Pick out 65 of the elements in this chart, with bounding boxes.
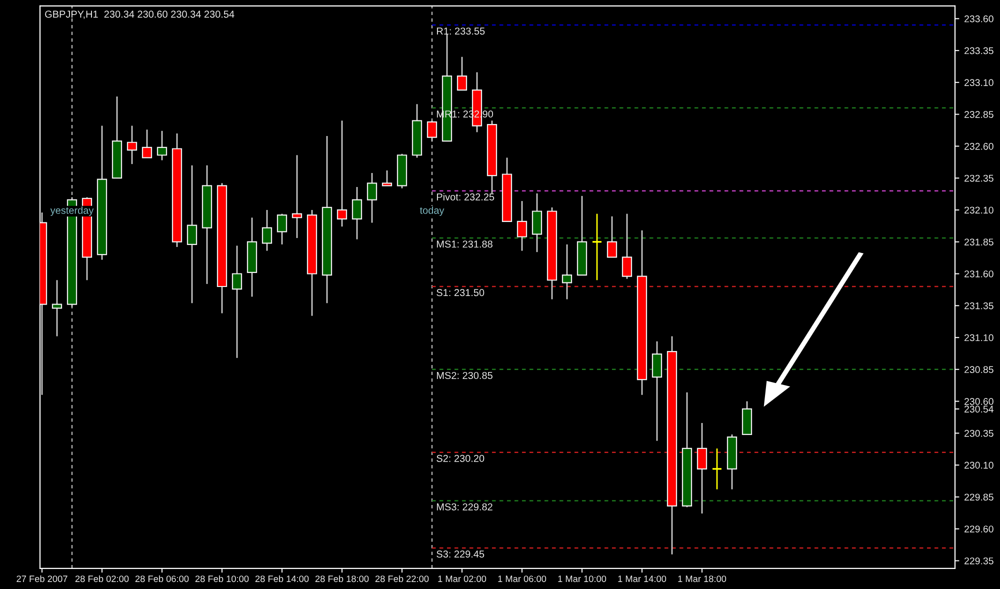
y-tick-label: 229.85 [964, 494, 994, 501]
ref-line-label: Pivot: 232.25 [436, 193, 494, 200]
candlestick [382, 170, 392, 186]
y-tick-label: 230.10 [964, 462, 994, 469]
y-tick-label: 233.35 [964, 47, 994, 54]
ref-line-label: today [420, 206, 444, 216]
candlestick [336, 120, 348, 228]
candlestick [622, 213, 632, 280]
chart-title: GBPJPY,H1 230.34 230.60 230.34 230.54 [45, 10, 234, 19]
y-tick-label: 229.60 [964, 526, 994, 532]
ref-line-label: MS1: 231.88 [436, 240, 492, 248]
candlestick [352, 186, 362, 240]
x-tick-label: 28 Feb 18:00 [315, 575, 369, 582]
x-tick-label: 28 Feb 06:00 [135, 575, 189, 582]
y-tick-label: 231.60 [964, 270, 994, 278]
candlestick [696, 422, 708, 514]
candlestick [156, 130, 168, 161]
candlestick [532, 192, 542, 253]
x-tick-label: 1 Mar 02:00 [438, 576, 486, 582]
candlestick [456, 56, 468, 91]
candlestick [366, 172, 378, 224]
y-tick-label: 230.85 [964, 366, 994, 374]
candlestick [712, 448, 722, 490]
y-tick-label: 231.10 [964, 334, 994, 342]
ref-line-label: MS2: 230.85 [436, 372, 492, 380]
x-tick-label: 1 Mar 10:00 [558, 576, 606, 582]
y-tick-label: 231.35 [964, 302, 994, 310]
y-tick-label: 230.60 [964, 398, 994, 405]
candlestick [652, 340, 662, 442]
ref-line-label: R1: 233.55 [436, 28, 485, 35]
candlestick [606, 216, 618, 258]
y-tick-label: 231.85 [964, 238, 994, 246]
x-tick-label: 28 Feb 14:00 [255, 575, 309, 582]
x-tick-label: 28 Feb 10:00 [195, 575, 249, 582]
y-tick-label: 229.35 [964, 557, 994, 564]
ref-line-label: MS3: 229.82 [436, 503, 492, 510]
candlestick [592, 213, 602, 281]
ref-line-label: yesterday [50, 206, 94, 216]
candlestick [142, 128, 152, 158]
x-tick-label: 28 Feb 02:00 [75, 575, 129, 582]
y-tick-label: 233.60 [964, 15, 994, 22]
y-tick-label: 230.35 [964, 430, 994, 437]
y-tick-label: 230.54 [964, 406, 994, 413]
candlestick [276, 213, 288, 246]
x-tick-label: 28 Feb 22:00 [375, 575, 429, 582]
ref-line-label: S2: 230.20 [436, 454, 484, 462]
candlestick [126, 125, 138, 165]
x-tick-label: 27 Feb 2007 [16, 575, 68, 582]
x-tick-label: 1 Mar 06:00 [498, 576, 546, 582]
x-tick-label: 1 Mar 18:00 [678, 576, 726, 582]
ref-line-label: S1: 231.50 [436, 289, 484, 296]
candlestick [186, 164, 198, 304]
x-tick-label: 1 Mar 14:00 [618, 576, 666, 582]
y-tick-label: 233.10 [964, 79, 994, 86]
candlestick [232, 244, 242, 359]
ref-line-label: S3: 229.45 [436, 550, 484, 558]
y-tick-label: 232.35 [964, 174, 994, 182]
candlestick [562, 244, 572, 300]
y-tick-label: 232.10 [964, 206, 994, 214]
y-tick-label: 232.60 [964, 142, 994, 150]
candlestick [262, 209, 272, 252]
candlestick [292, 154, 302, 239]
candlestick [52, 279, 62, 337]
candlestick [516, 200, 528, 252]
y-tick-label: 232.85 [964, 111, 994, 118]
